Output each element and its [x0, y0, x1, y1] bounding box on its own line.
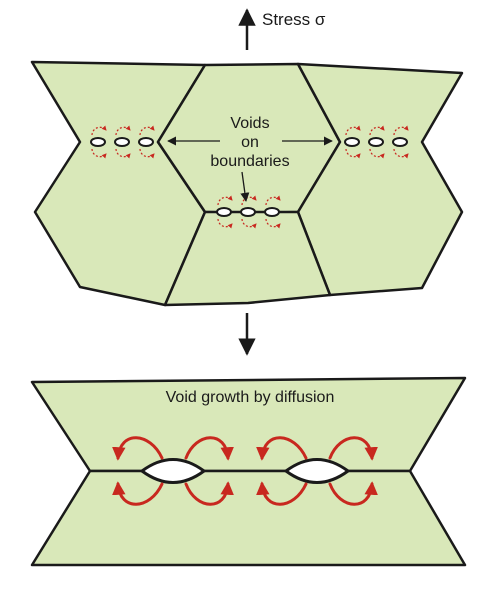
- stress-label: Stress σ: [262, 10, 326, 29]
- grain-structure: [30, 60, 464, 307]
- voids-label-line2: on: [241, 134, 259, 151]
- boundary-voids-left: [90, 125, 155, 159]
- void-right: [283, 458, 351, 484]
- diffusion-arrow: [112, 436, 164, 461]
- voids-label: Voids on boundaries: [210, 115, 289, 170]
- diffusion-arrow: [184, 436, 234, 461]
- large-voids: [139, 458, 351, 484]
- grain-lower: [30, 469, 467, 567]
- voids-label-line3: boundaries: [210, 153, 289, 170]
- diffusion-arrow: [256, 436, 308, 461]
- diffusion-arrow: [184, 481, 234, 506]
- diffusion-arrow: [256, 481, 308, 506]
- pointer-arrows: [167, 136, 333, 202]
- diffusion-arrows: [112, 436, 378, 506]
- voids-label-line1: Voids: [230, 115, 269, 132]
- grain-left: [30, 60, 207, 307]
- grain-bottom: [163, 210, 332, 307]
- boundary-voids-center: [216, 195, 281, 229]
- growth-label: Void growth by diffusion: [166, 389, 335, 406]
- diffusion-arrow: [328, 436, 378, 461]
- diffusion-arrow: [112, 481, 164, 506]
- grain-right: [296, 62, 464, 297]
- void-left: [139, 458, 207, 484]
- diffusion-arrow: [328, 481, 378, 506]
- boundary-voids-right: [344, 125, 409, 159]
- lower-grains: [30, 376, 467, 567]
